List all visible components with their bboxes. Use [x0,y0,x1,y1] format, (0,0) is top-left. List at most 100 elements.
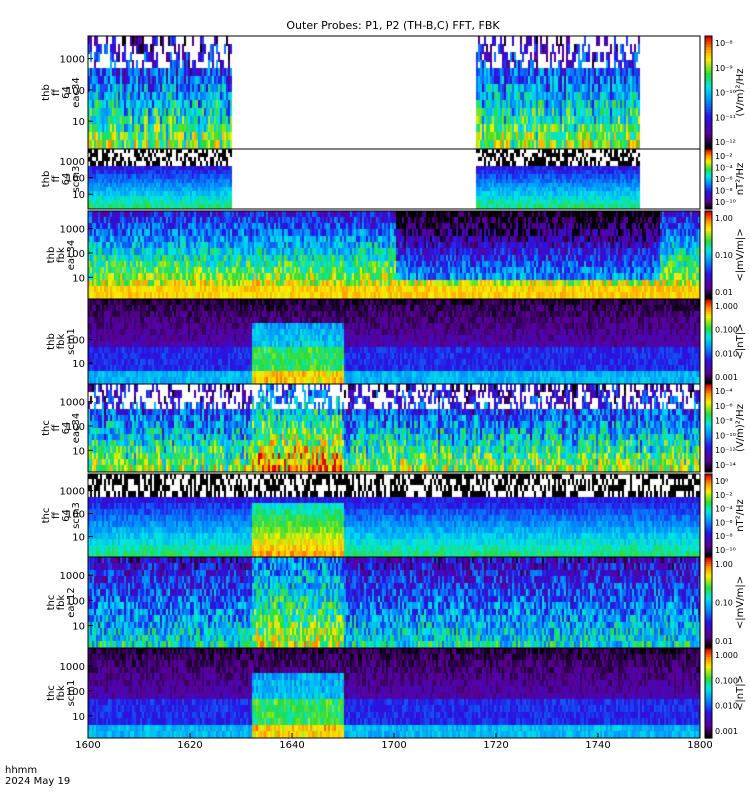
colorbar-cell [705,230,712,234]
colorbar-cell [705,266,712,269]
colorbar-cell [705,341,712,345]
spectrogram-image [88,211,700,299]
colorbar-cell [705,579,712,583]
x-tick-label: 1700 [381,740,406,751]
colorbar-cell [705,98,712,102]
colorbar-cell [705,155,712,158]
colorbar-cell [705,279,712,282]
colorbar-cell [705,482,712,485]
colorbar-cell [705,290,712,293]
colorbar-cell [705,200,712,203]
spectrogram-image [88,557,700,648]
colorbar-cell [705,484,712,488]
colorbar-cell [705,371,712,374]
colorbar-cell [705,488,712,492]
colorbar-cell [705,519,712,523]
colorbar-frame [704,647,713,739]
colorbar-cell [705,47,712,51]
colorbar-cell [705,532,712,535]
x-tick-label: 1740 [585,740,610,751]
colorbar-cell [705,143,712,147]
colorbar-cell [705,358,712,362]
colorbar-cell [705,153,712,156]
colorbar-tick-label: 0.010 [715,349,738,358]
colorbar-cell [705,281,712,285]
colorbar-cell [705,177,712,180]
colorbar-cell [705,277,712,280]
colorbar-cell [705,498,712,502]
colorbar-cell [705,299,712,302]
colorbar-cell [705,285,712,289]
colorbar-cell [705,206,712,209]
colorbar-cell [705,443,712,447]
y-tick-label: 10 [72,622,85,633]
colorbar-cell [705,733,712,737]
colorbar-cell [705,126,712,130]
colorbar-cell [705,322,712,326]
panel-thb-fbk-scm1: 100 10 thb fbk scm1 1.000 0.100 0.010 0.001 <|nT|… [46,298,746,385]
y-axis-label: 64 [61,173,72,186]
y-axis-label: ff [51,511,62,519]
panel-thb-ff-eac34: 1000 100 10 thb ff 64 eac34 10⁻⁸ 10⁻⁹ 10⁻¹⁰ 10⁻¹¹ 1… [41,35,746,150]
colorbar-cell [705,356,712,360]
colorbar-cell [705,72,712,77]
colorbar-cell [705,52,712,57]
y-axis-label: thc [41,420,52,436]
colorbar-label: <|nT|> [735,675,746,711]
y-axis-label: scm1 [66,680,77,707]
y-axis-label: scm3 [71,166,82,193]
colorbar-cell [705,720,712,723]
colorbar-cell [705,609,712,613]
colorbar-cell [705,354,712,357]
colorbar-tick-label: 10⁻⁴ [715,505,733,514]
colorbar-cell [705,650,712,654]
colorbar-cell [705,61,712,65]
colorbar-cell [705,575,712,579]
colorbar-cell [705,38,712,43]
colorbar-cell [705,377,712,381]
y-axis-label: fbk [56,685,67,701]
colorbar-cell [705,189,712,192]
colorbar-cell [705,458,712,462]
colorbar-cell [705,704,712,708]
colorbar-cell [705,597,712,601]
colorbar-cell [705,648,712,651]
colorbar-cell [705,228,712,232]
panel-frame [87,383,701,473]
colorbar-cell [705,137,712,142]
colorbar-cell [705,706,712,710]
colorbar-frame [704,148,713,210]
colorbar-cell [705,595,712,599]
colorbar-cell [705,511,712,515]
colorbar-tick-label: 10⁻⁸ [715,417,733,426]
colorbar-tick-label: 1.00 [715,560,733,569]
colorbar-tick-label: 10⁻¹² [715,446,736,455]
colorbar-cell [705,566,712,569]
colorbar-cell [705,538,712,541]
colorbar-tick-label: 0.001 [715,727,738,736]
y-axis-label: thb [41,171,52,188]
panel-thb-ff-scm3: 1000 100 10 thb ff 64 scm3 10⁻² 10⁻⁴ 10⁻⁶ 10⁻⁸ 10⁻¹… [41,148,746,210]
colorbar-cell [705,86,712,91]
colorbar-cell [705,652,712,656]
colorbar-cell [705,465,712,469]
colorbar-cell [705,666,712,669]
colorbar-cell [705,521,712,525]
colorbar-cell [705,272,712,276]
colorbar-cell [705,638,712,642]
colorbar-cell [705,233,712,236]
colorbar-cell [705,414,712,418]
colorbar-cell [705,211,712,214]
y-tick-label: 1000 [60,662,85,673]
colorbar-cell [705,384,712,387]
colorbar-cell [705,523,712,527]
colorbar-cell [705,179,712,182]
colorbar-tick-label: 10⁻¹⁰ [715,198,736,207]
y-axis-label: 64 [61,86,72,99]
colorbar-cell [705,492,712,496]
colorbar-cell [705,515,712,519]
y-axis-label: eac34 [71,77,82,108]
spectrogram-image [88,474,700,557]
colorbar-cell [705,305,712,309]
